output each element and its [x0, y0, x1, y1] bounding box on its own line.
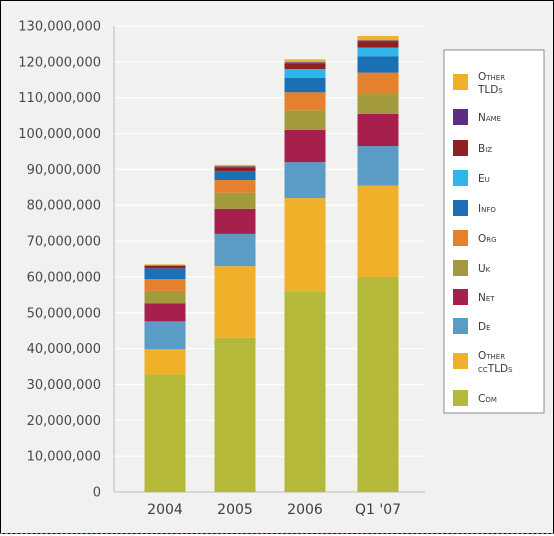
legend-label: Uk	[478, 263, 491, 275]
bar-segment-other-tlds	[357, 36, 399, 41]
bar-segment-de	[357, 146, 399, 186]
legend-label: Other TLDs	[477, 71, 505, 96]
y-tick-label: 50,000,000	[27, 306, 101, 321]
bar-segment-com	[144, 374, 186, 492]
legend-swatch	[453, 140, 468, 156]
y-tick-label: 80,000,000	[27, 199, 101, 214]
x-tick-label: 2005	[217, 502, 253, 518]
x-tick-label: Q1 '07	[355, 502, 401, 518]
bar-segment-eu	[357, 47, 399, 57]
legend-label: Biz	[478, 143, 492, 155]
y-tick-label: 0	[93, 486, 101, 501]
bar-segment-name	[357, 40, 399, 42]
legend-swatch	[453, 318, 468, 334]
bar-segment-de	[144, 321, 186, 350]
legend: Other TLDs Name Biz Eu Info Org Uk Net De Other ccT…	[443, 49, 545, 414]
bar-segment-org	[357, 72, 399, 95]
y-tick-label: 110,000,000	[18, 91, 101, 106]
bar-segment-biz	[284, 63, 326, 70]
bar-segment-name	[144, 265, 186, 266]
x-tick-label: 2004	[147, 502, 183, 518]
y-tick-label: 20,000,000	[27, 414, 101, 429]
legend-swatch	[453, 289, 468, 305]
y-tick-label: 100,000,000	[18, 127, 101, 142]
legend-swatch	[453, 230, 468, 246]
bar-segment-biz	[357, 41, 399, 48]
bar-segment-biz	[144, 265, 186, 269]
y-tick-label: 10,000,000	[27, 450, 101, 465]
bar-segment-net	[284, 129, 326, 163]
bar-segment-info	[214, 171, 256, 181]
bar-segment-other-cctlds	[214, 266, 256, 338]
legend-label: Com	[478, 393, 497, 405]
bar-segment-net	[357, 113, 399, 147]
bar-segment-de	[284, 162, 326, 199]
bar-segment-org	[214, 180, 256, 193]
legend-label: Org	[478, 233, 497, 245]
bar-segment-biz	[214, 167, 256, 172]
bar-segment-info	[144, 268, 186, 280]
x-tick-label: 2006	[287, 502, 323, 518]
bar-segment-com	[214, 337, 256, 492]
legend-swatch	[453, 170, 468, 186]
legend-swatch	[453, 74, 468, 90]
bar-segment-name	[284, 62, 326, 64]
legend-label: Other ccTLDs	[478, 350, 513, 375]
bar-segment-net	[144, 303, 186, 322]
legend-swatch	[453, 109, 468, 125]
legend-swatch	[453, 260, 468, 276]
legend-swatch	[453, 200, 468, 216]
bar-segment-net	[214, 208, 256, 234]
bar-segment-uk	[144, 290, 186, 304]
y-tick-label: 30,000,000	[27, 378, 101, 393]
bar-segment-info	[357, 56, 399, 73]
legend-label: Name	[478, 112, 501, 124]
legend-swatch	[453, 353, 468, 369]
y-axis-ticks: 0 10,000,000 20,000,000 30,000,000 40,000,00…	[18, 20, 101, 501]
y-tick-label: 120,000,000	[18, 55, 101, 70]
bar-segment-other-cctlds	[144, 349, 186, 375]
bar-segment-uk	[214, 192, 256, 209]
bar-segment-info	[284, 77, 326, 93]
y-tick-label: 60,000,000	[27, 270, 101, 285]
bar-segment-de	[214, 233, 256, 267]
bar-segment-uk	[357, 94, 399, 114]
bars	[144, 36, 399, 492]
bar-segment-name	[214, 166, 256, 168]
bar-segment-eu	[284, 69, 326, 78]
y-tick-label: 130,000,000	[18, 20, 101, 35]
x-axis-labels: 2004 2005 2006 Q1 '07	[147, 502, 401, 518]
legend-label: De	[478, 321, 491, 333]
y-tick-label: 90,000,000	[27, 163, 101, 178]
bar-segment-org	[144, 279, 186, 291]
bar-segment-other-tlds	[284, 59, 326, 63]
bar-segment-other-cctlds	[357, 185, 399, 277]
bar-segment-com	[284, 291, 326, 492]
bar-segment-other-cctlds	[284, 198, 326, 292]
legend-label: Eu	[478, 173, 490, 185]
legend-label: Info	[478, 203, 496, 215]
bar-segment-other-tlds	[144, 264, 186, 266]
y-tick-label: 40,000,000	[27, 342, 101, 357]
bar-segment-org	[284, 92, 326, 111]
bar-segment-other-tlds	[214, 164, 256, 167]
legend-label: Net	[478, 292, 495, 304]
y-tick-label: 70,000,000	[27, 235, 101, 250]
bar-segment-uk	[284, 110, 326, 130]
page-boundary-line	[0, 533, 554, 534]
legend-swatch	[453, 390, 468, 406]
bar-segment-com	[357, 276, 399, 492]
